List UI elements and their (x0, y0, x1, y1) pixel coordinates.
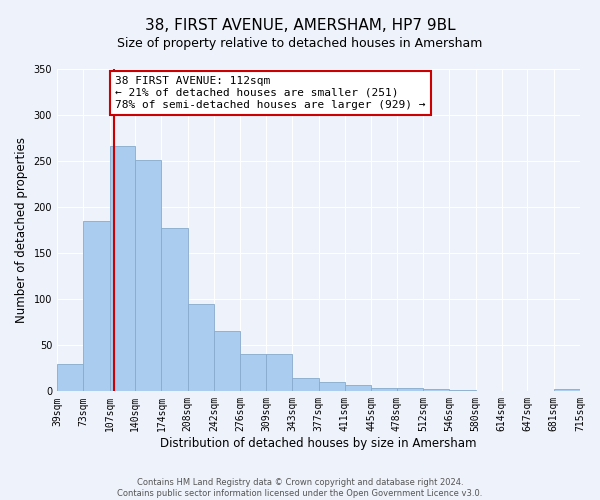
Bar (371, 388, 397, 392)
X-axis label: Distribution of detached houses by size in Amersham: Distribution of detached houses by size … (160, 437, 477, 450)
Bar (423, 390, 449, 392)
Bar (292, 378, 319, 392)
Bar (241, 354, 266, 392)
Bar (188, 304, 214, 392)
Bar (554, 390, 580, 392)
Bar (319, 382, 345, 392)
Bar (57, 364, 83, 392)
Bar (135, 160, 161, 392)
Bar (345, 385, 371, 392)
Bar (214, 332, 241, 392)
Text: Contains HM Land Registry data © Crown copyright and database right 2024.
Contai: Contains HM Land Registry data © Crown c… (118, 478, 482, 498)
Bar (449, 390, 476, 392)
Bar (397, 388, 423, 392)
Bar (161, 228, 188, 392)
Y-axis label: Number of detached properties: Number of detached properties (15, 137, 28, 323)
Text: 38, FIRST AVENUE, AMERSHAM, HP7 9BL: 38, FIRST AVENUE, AMERSHAM, HP7 9BL (145, 18, 455, 32)
Bar (266, 354, 292, 392)
Text: Size of property relative to detached houses in Amersham: Size of property relative to detached ho… (118, 38, 482, 51)
Bar (83, 221, 110, 392)
Bar (110, 146, 135, 392)
Text: 38 FIRST AVENUE: 112sqm
← 21% of detached houses are smaller (251)
78% of semi-d: 38 FIRST AVENUE: 112sqm ← 21% of detache… (115, 76, 425, 110)
